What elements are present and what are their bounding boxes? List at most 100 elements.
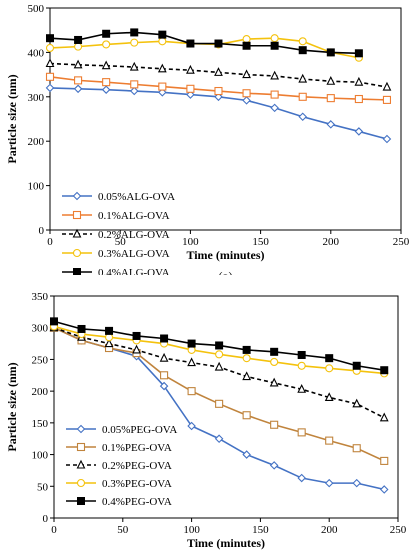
data-point xyxy=(242,411,251,420)
data-point xyxy=(129,61,139,71)
data-point xyxy=(270,347,279,356)
data-point xyxy=(214,361,224,371)
legend-marker xyxy=(72,248,82,258)
data-point xyxy=(298,112,307,122)
series-line xyxy=(49,37,360,59)
data-point xyxy=(379,412,389,422)
data-point xyxy=(160,371,169,380)
x-tick-label: 100 xyxy=(182,236,199,248)
data-point xyxy=(297,428,306,437)
legend-marker xyxy=(72,210,82,220)
y-tick-label: 100 xyxy=(32,450,49,462)
data-point xyxy=(187,421,196,431)
data-point xyxy=(382,81,392,91)
data-point xyxy=(269,461,279,470)
data-point xyxy=(325,436,334,445)
y-tick-label: 500 xyxy=(28,3,45,15)
data-point xyxy=(102,29,111,38)
legend-label: 0.1%ALG-OVA xyxy=(98,210,170,222)
y-tick-label: 200 xyxy=(32,386,49,398)
data-point xyxy=(132,331,141,340)
data-point xyxy=(157,63,167,73)
y-tick-label: 0 xyxy=(43,513,49,525)
chart-b-svg: 0 50 100 150 200 250 300 350 0 50 100 150 200 250 Time… xyxy=(5,291,407,550)
data-point xyxy=(101,85,111,94)
y-tick-label: 400 xyxy=(28,47,45,59)
series-0.3%ALG-OVA xyxy=(45,34,363,62)
series-0.1%ALG-OVA xyxy=(45,72,392,104)
data-point xyxy=(297,350,306,359)
x-tick-label: 200 xyxy=(321,524,338,536)
data-point xyxy=(46,34,54,43)
legend-label: 0.05%ALG-OVA xyxy=(98,191,175,203)
data-point xyxy=(158,82,167,91)
legend-label: 0.2%ALG-OVA xyxy=(98,229,170,241)
legend-label: 0.05%PEG-OVA xyxy=(102,424,177,436)
x-axis-label: Time (minutes) xyxy=(186,248,264,262)
data-point xyxy=(105,326,114,335)
data-point xyxy=(382,95,392,104)
data-point xyxy=(101,60,111,70)
data-point xyxy=(187,339,196,348)
x-tick-label: 200 xyxy=(323,236,340,248)
y-tick-label: 100 xyxy=(28,181,45,193)
data-point xyxy=(214,434,224,443)
x-tick-label: 100 xyxy=(183,524,200,536)
data-point xyxy=(130,80,139,89)
legend-marker xyxy=(76,424,86,434)
data-point xyxy=(270,420,279,429)
data-point xyxy=(186,84,195,93)
data-point xyxy=(324,392,334,402)
series-0.4%PEG-OVA xyxy=(50,317,389,375)
x-tick-label: 250 xyxy=(390,524,407,536)
data-point xyxy=(379,485,389,494)
data-point xyxy=(242,371,252,381)
legend-label: 0.3%ALG-OVA xyxy=(98,248,170,260)
data-point xyxy=(129,86,139,96)
legend-marker xyxy=(76,459,86,469)
chart-panel-b: 0 50 100 150 200 250 300 350 0 50 100 150 200 250 Time… xyxy=(0,280,416,550)
chart-a-svg: 0 100 200 300 400 500 0 50 100 150 200 250 Time (min… xyxy=(5,3,410,283)
data-point xyxy=(242,89,251,98)
data-point xyxy=(159,381,169,391)
data-point xyxy=(298,37,307,46)
series-line xyxy=(49,31,359,55)
y-tick-label: 250 xyxy=(32,354,49,366)
data-point xyxy=(214,67,223,76)
data-point xyxy=(298,92,307,101)
data-point xyxy=(352,398,362,408)
chart-panel-a: 0 100 200 300 400 500 0 50 100 150 200 250 Time (min… xyxy=(0,0,416,283)
data-point xyxy=(242,69,251,79)
data-point xyxy=(160,334,169,343)
data-point xyxy=(74,76,83,85)
data-point xyxy=(130,38,139,47)
data-point xyxy=(214,39,223,48)
x-tick-label: 150 xyxy=(252,236,269,248)
y-tick-label: 150 xyxy=(32,418,49,430)
plot-area xyxy=(53,295,399,519)
data-point xyxy=(158,37,167,46)
data-point xyxy=(297,384,307,393)
data-point xyxy=(325,364,334,373)
data-point xyxy=(186,64,195,74)
data-point xyxy=(326,94,335,103)
legend-label: 0.4%ALG-OVA xyxy=(98,267,170,275)
data-point xyxy=(102,78,111,87)
legend-label: 0.4%PEG-OVA xyxy=(102,496,172,508)
data-point xyxy=(73,84,83,94)
data-point xyxy=(45,83,55,93)
data-point xyxy=(242,41,251,50)
data-point xyxy=(298,73,308,83)
data-point xyxy=(242,96,251,105)
data-point xyxy=(270,34,279,43)
legend-label: 0.1%PEG-OVA xyxy=(102,442,172,454)
x-tick-label: 50 xyxy=(115,236,127,248)
data-point xyxy=(242,345,251,354)
data-point xyxy=(186,39,195,48)
y-tick-label: 300 xyxy=(32,323,49,335)
data-point xyxy=(45,72,55,81)
data-point xyxy=(242,354,251,363)
data-point xyxy=(215,341,224,350)
y-axis-label: Particle size (nm) xyxy=(5,362,19,451)
data-point xyxy=(270,41,279,50)
